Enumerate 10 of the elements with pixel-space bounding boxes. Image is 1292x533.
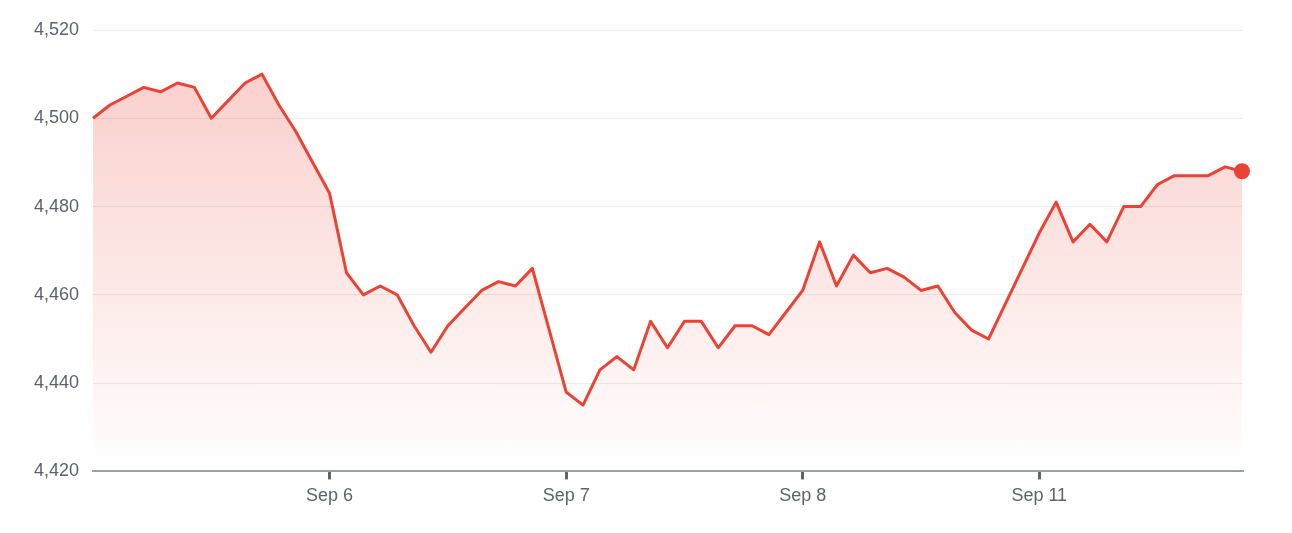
x-tick-label: Sep 7: [542, 485, 590, 506]
x-tick-label: Sep 8: [779, 485, 827, 506]
x-tick-label: Sep 11: [1011, 485, 1068, 506]
y-tick-label: 4,440: [34, 372, 80, 393]
y-tick-label: 4,480: [34, 195, 80, 216]
y-tick-label: 4,500: [34, 107, 80, 128]
x-tick-label: Sep 6: [306, 485, 354, 506]
y-tick-label: 4,420: [34, 460, 80, 481]
y-tick-label: 4,520: [34, 18, 80, 39]
y-tick-label: 4,460: [34, 283, 80, 304]
